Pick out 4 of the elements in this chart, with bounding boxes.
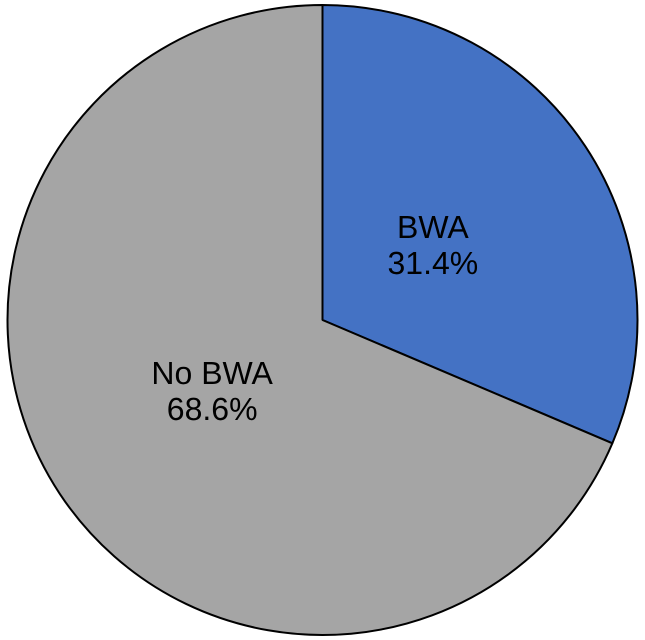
slice-label: No BWA xyxy=(151,354,274,391)
slice-label: BWA xyxy=(396,208,470,245)
data-label: 68.6% xyxy=(166,390,258,427)
data-label: 31.4% xyxy=(387,244,478,281)
